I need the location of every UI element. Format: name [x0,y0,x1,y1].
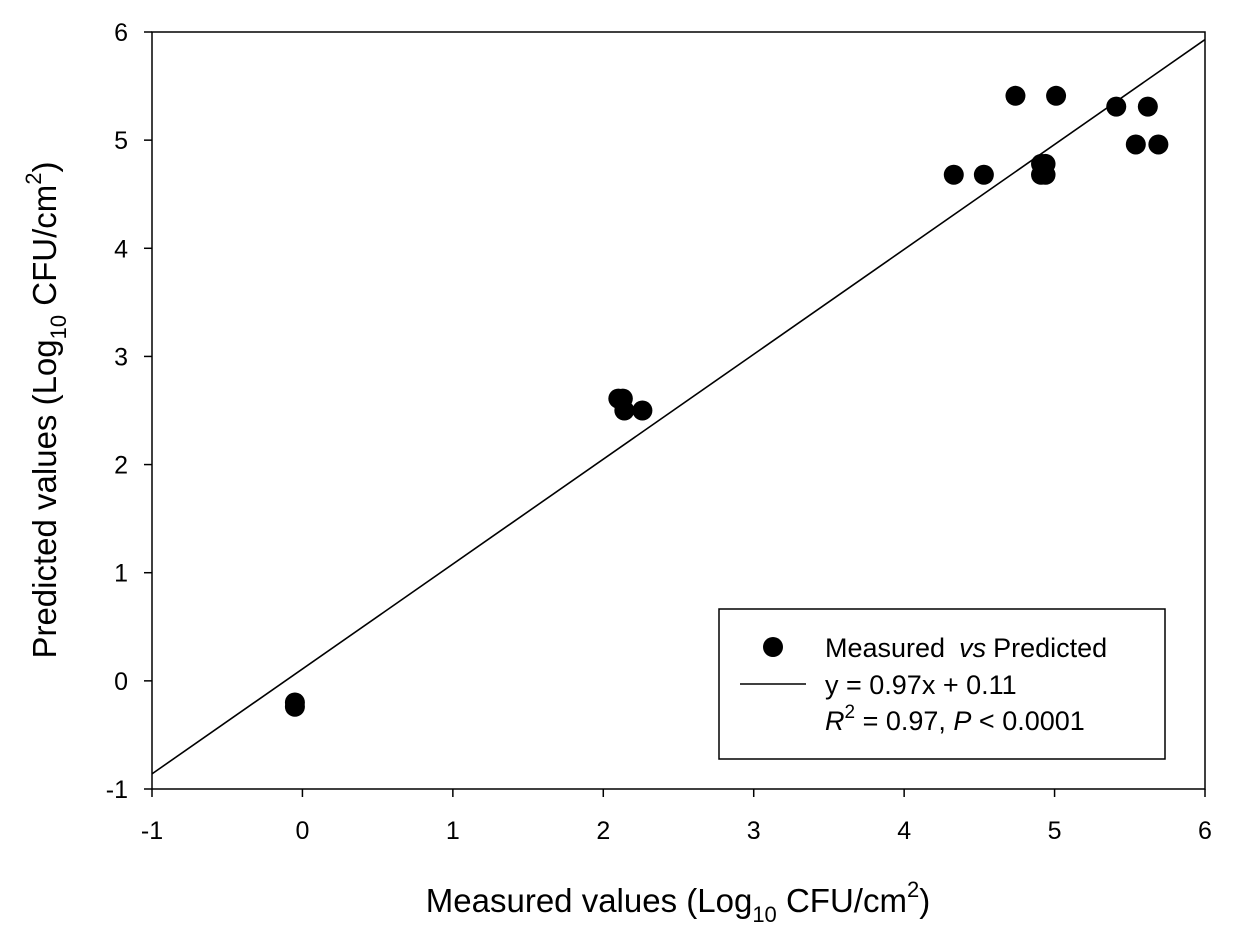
data-point [1005,85,1026,106]
y-tick-label: -1 [106,776,128,804]
y-tick-label: 6 [114,19,128,47]
data-point [1125,134,1146,155]
data-point [632,400,653,421]
fit-line [151,38,1206,775]
legend-fit-equation: y = 0.97x + 0.11 [825,670,1017,700]
x-tick-label: 2 [596,817,610,845]
x-tick-label: -1 [141,817,163,845]
data-point [614,400,635,421]
data-point [943,164,964,185]
legend-marker [763,637,783,657]
legend: Measured vs Predicted y = 0.97x + 0.11 R2 … [718,608,1166,760]
data-point [1106,96,1127,117]
data-point [284,696,305,717]
y-tick-label: 3 [114,343,128,371]
fit-line-layer [151,38,1206,775]
data-point [1035,164,1056,185]
data-point [1148,134,1169,155]
data-point [1137,96,1158,117]
x-tick-label: 3 [747,817,761,845]
y-tick-label: 5 [114,127,128,155]
data-points-layer [284,85,1169,717]
x-tick-label: 4 [897,817,911,845]
y-tick-label: 0 [114,668,128,696]
y-tick-label: 1 [114,560,128,588]
y-tick-label: 2 [114,452,128,480]
data-point [973,164,994,185]
plot-frame [151,31,1206,790]
y-tick-label: 4 [114,235,128,263]
x-axis-title: Measured values (Log10 CFU/cm2) [426,877,930,927]
y-axis-title: Predicted values (Log10 CFU/cm2) [21,161,71,658]
data-point [1046,85,1067,106]
legend-points-label: Measured vs Predicted [825,633,1107,663]
axis-ticks: -1 0 1 2 3 4 5 6 -1 0 1 2 3 4 5 6 [106,19,1212,845]
x-tick-label: 1 [446,817,460,845]
x-tick-label: 5 [1048,817,1062,845]
legend-statistics: R2 = 0.97, P < 0.0001 [825,702,1085,736]
x-tick-label: 0 [295,817,309,845]
x-tick-label: 6 [1198,817,1212,845]
